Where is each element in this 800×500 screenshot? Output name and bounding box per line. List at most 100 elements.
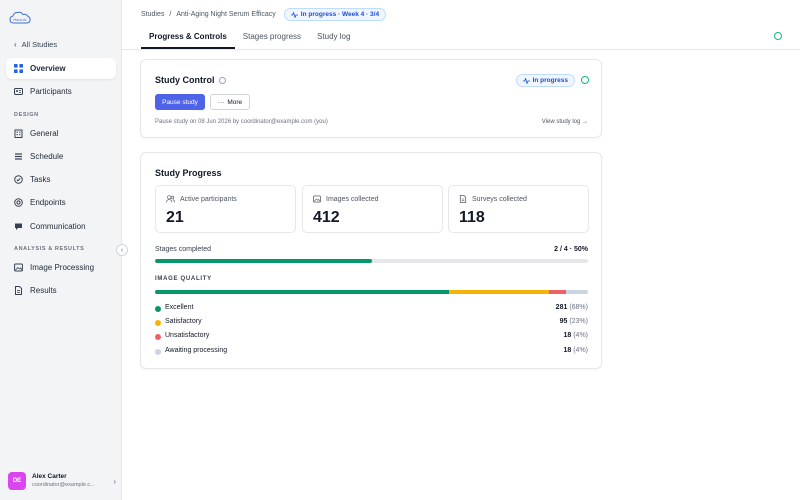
more-button[interactable]: ··· More <box>210 94 250 110</box>
sidebar-item-label: Endpoints <box>30 198 66 207</box>
tab-progress-controls[interactable]: Progress & Controls <box>141 27 235 49</box>
user-name: Alex Carter <box>32 473 67 481</box>
document-icon <box>459 195 467 203</box>
section-label-design: DESIGN <box>14 112 39 118</box>
pause-study-button[interactable]: Pause study <box>155 94 205 110</box>
stat-images-collected: Images collected 412 <box>302 185 443 233</box>
stat-label: Active participants <box>166 195 237 203</box>
pause-note: Pause study on 08 Jun 2026 by coordinato… <box>155 119 328 125</box>
status-dot <box>155 334 161 340</box>
quality-row-unsatisfactory: Unsatisfactory 18 (4%) <box>155 331 588 343</box>
status-dot <box>155 306 161 312</box>
stat-value: 118 <box>459 209 485 226</box>
stat-surveys-collected: Surveys collected 118 <box>448 185 589 233</box>
sidebar: Haut.AI ‹ All Studies Overview Participa… <box>0 0 122 500</box>
stat-label-text: Active participants <box>180 195 237 203</box>
sidebar-item-label: Communication <box>30 222 86 231</box>
tab-stages-progress[interactable]: Stages progress <box>242 32 302 41</box>
quality-count-value: 281 <box>555 304 568 311</box>
stat-value: 21 <box>166 209 184 226</box>
quality-pct: (68%) <box>569 304 588 311</box>
study-control-title-text: Study Control <box>155 75 215 85</box>
quality-pct: (4%) <box>573 332 588 339</box>
chevron-right-icon: › <box>113 476 116 486</box>
stat-active-participants: Active participants 21 <box>155 185 296 233</box>
breadcrumb: Studies / Anti-Aging Night Serum Efficac… <box>141 8 387 21</box>
back-label: All Studies <box>21 40 58 49</box>
quality-row-satisfactory: Satisfactory 95 (23%) <box>155 317 588 329</box>
quality-count: 18 (4%) <box>563 347 588 354</box>
stages-completed-label: Stages completed <box>155 246 212 253</box>
haut-ai-logo[interactable]: Haut.AI <box>9 11 31 25</box>
help-icon[interactable] <box>774 32 782 40</box>
users-icon <box>166 195 175 203</box>
status-dot <box>155 349 161 355</box>
sidebar-item-image-processing[interactable]: Image Processing <box>6 257 116 278</box>
sidebar-item-communication[interactable]: Communication <box>6 216 116 237</box>
avatar: DE <box>8 472 26 490</box>
stat-value: 412 <box>313 209 340 226</box>
stat-label-text: Images collected <box>326 195 379 203</box>
study-status-text: In progress <box>532 77 568 84</box>
quality-count-value: 18 <box>563 347 572 354</box>
sidebar-item-general[interactable]: General <box>6 123 116 144</box>
sidebar-item-schedule[interactable]: Schedule <box>6 146 116 167</box>
status-dot <box>155 320 161 326</box>
image-quality-bar <box>155 290 588 294</box>
back-to-all-studies[interactable]: ‹ All Studies <box>14 40 57 49</box>
document-icon <box>15 286 22 295</box>
study-progress-title: Study Progress <box>155 168 222 178</box>
chevron-left-icon: ‹ <box>14 40 17 49</box>
quality-row-excellent: Excellent 281 (68%) <box>155 303 588 315</box>
sidebar-item-participants[interactable]: Participants <box>6 81 116 102</box>
target-icon <box>14 198 23 207</box>
sidebar-item-label: Schedule <box>30 152 64 161</box>
sidebar-item-label: Participants <box>30 87 72 96</box>
more-dots-icon: ··· <box>217 98 225 106</box>
sidebar-item-overview[interactable]: Overview <box>6 58 116 79</box>
user-text: Alex Carter coordinator@example.c... <box>32 473 107 489</box>
quality-count-value: 95 <box>559 318 568 325</box>
view-study-log-link[interactable]: View study log → <box>541 119 588 125</box>
help-icon[interactable] <box>218 77 226 85</box>
breadcrumb-studies[interactable]: Studies <box>141 11 165 18</box>
quality-name: Unsatisfactory <box>165 332 210 339</box>
quality-count: 95 (23%) <box>560 318 588 325</box>
quality-count: 281 (68%) <box>556 304 588 311</box>
stat-label-text: Surveys collected <box>472 195 527 203</box>
quality-count-value: 18 <box>563 332 572 339</box>
quality-name: Excellent <box>165 304 194 311</box>
status-badge-text: In progress · Week 4 · 3/4 <box>300 11 380 18</box>
list-icon <box>15 153 22 160</box>
info-icon[interactable] <box>581 76 589 84</box>
collapse-sidebar-button[interactable]: ‹ <box>116 244 128 256</box>
tab-study-log[interactable]: Study log <box>317 32 351 41</box>
user-email: coordinator@example.c... <box>32 481 95 488</box>
quality-segment-unsatisfactory <box>549 290 567 294</box>
building-icon <box>14 129 23 138</box>
study-control-title: Study Control <box>155 75 226 85</box>
sidebar-item-label: Image Processing <box>30 263 95 272</box>
quality-row-awaiting: Awaiting processing 18 (4%) <box>155 346 588 358</box>
activity-icon <box>290 11 298 18</box>
study-status-pill: In progress <box>515 74 575 87</box>
quality-segment-excellent <box>155 290 450 294</box>
grid-icon <box>14 64 23 73</box>
sidebar-item-results[interactable]: Results <box>6 280 116 301</box>
tab-bar: Progress & Controls Stages progress Stud… <box>141 27 358 49</box>
image-icon <box>14 263 23 272</box>
chevron-left-icon: ‹ <box>120 246 124 254</box>
image-quality-label: IMAGE QUALITY <box>155 276 212 282</box>
id-card-icon <box>14 88 23 95</box>
quality-pct: (23%) <box>569 318 588 325</box>
quality-name: Awaiting processing <box>165 347 228 354</box>
sidebar-item-tasks[interactable]: Tasks <box>6 169 116 190</box>
sidebar-item-endpoints[interactable]: Endpoints <box>6 192 116 213</box>
quality-count: 18 (4%) <box>563 332 588 339</box>
study-progress-card: Study Progress Active participants 21 Im… <box>140 152 602 369</box>
user-profile[interactable]: DE Alex Carter coordinator@example.c... … <box>8 470 116 492</box>
quality-segment-awaiting-processing <box>566 290 588 294</box>
sidebar-item-label: General <box>30 129 59 138</box>
section-label-analysis: ANALYSIS & RESULTS <box>14 246 85 252</box>
quality-pct: (4%) <box>573 347 588 354</box>
